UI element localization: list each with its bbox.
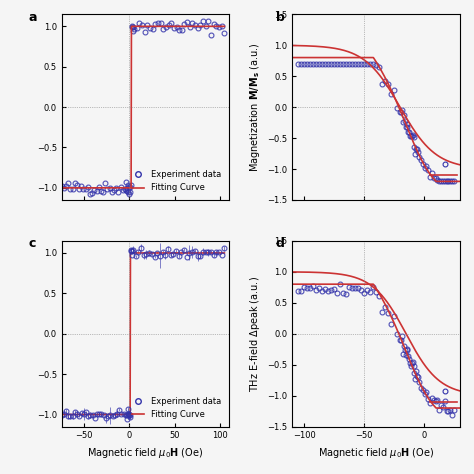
Text: b: b <box>276 10 284 24</box>
Y-axis label: Magnetization $\mathbf{M/M_s}$ (a.u.): Magnetization $\mathbf{M/M_s}$ (a.u.) <box>248 42 262 172</box>
X-axis label: Magnetic field $\mu_0\mathbf{H}$ (Oe): Magnetic field $\mu_0\mathbf{H}$ (Oe) <box>318 446 434 460</box>
X-axis label: Magnetic field $\mu_0\mathbf{H}$ (Oe): Magnetic field $\mu_0\mathbf{H}$ (Oe) <box>87 446 203 460</box>
Legend: Experiment data, Fitting Curve: Experiment data, Fitting Curve <box>128 393 225 422</box>
Text: a: a <box>28 10 36 24</box>
Text: c: c <box>28 237 36 250</box>
Y-axis label: THz E-field $\Delta$peak (a.u.): THz E-field $\Delta$peak (a.u.) <box>248 276 262 392</box>
Legend: Experiment data, Fitting Curve: Experiment data, Fitting Curve <box>128 167 225 196</box>
Text: d: d <box>276 237 284 250</box>
